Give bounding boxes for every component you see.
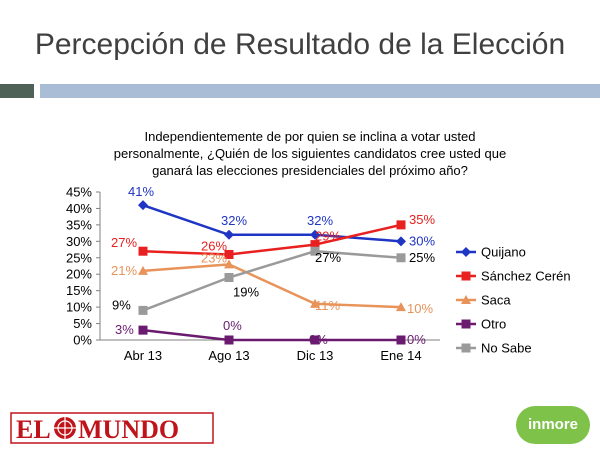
legend-marker <box>461 343 471 353</box>
y-tick-label: 15% <box>66 283 92 298</box>
y-tick-label: 20% <box>66 267 92 282</box>
svg-text:MUNDO: MUNDO <box>78 415 179 444</box>
y-tick-label: 40% <box>66 201 92 216</box>
data-label: 10% <box>407 301 433 316</box>
series-line-0 <box>142 203 402 243</box>
data-label: 32% <box>307 213 333 228</box>
series-line-3 <box>142 328 401 342</box>
x-tick-label: Dic 13 <box>297 348 334 363</box>
legend-label: Sánchez Cerén <box>481 269 571 284</box>
data-label: 29% <box>315 229 341 244</box>
data-point <box>310 240 320 250</box>
el-mundo-logo: EL MUNDO <box>10 412 214 444</box>
y-tick-label: 45% <box>66 185 92 200</box>
legend-marker <box>461 247 471 257</box>
y-tick-label: 25% <box>66 250 92 265</box>
title-rule-left <box>0 84 34 98</box>
y-tick-label: 30% <box>66 234 92 249</box>
data-point <box>310 335 320 345</box>
data-point <box>138 305 148 315</box>
data-label: 0% <box>309 332 328 347</box>
title-rule-right <box>40 84 600 98</box>
x-tick-label: Abr 13 <box>124 348 162 363</box>
legend-label: Saca <box>481 293 511 308</box>
legend-marker <box>461 295 471 304</box>
data-label: 27% <box>111 235 137 250</box>
svg-text:EL: EL <box>16 415 51 444</box>
data-point <box>396 302 406 312</box>
data-label: 0% <box>407 332 426 347</box>
data-point <box>224 335 234 345</box>
data-label: 11% <box>315 298 340 313</box>
data-point <box>224 229 234 240</box>
x-tick-label: Ene 14 <box>380 348 421 363</box>
data-point <box>224 259 234 269</box>
data-label: 30% <box>409 233 435 248</box>
data-label: 27% <box>315 250 341 265</box>
data-point <box>310 246 320 256</box>
y-tick-label: 0% <box>73 333 92 348</box>
legend-marker <box>461 319 471 329</box>
series-line-1 <box>142 223 402 256</box>
data-label: 25% <box>409 250 435 265</box>
legend-label: Otro <box>481 317 506 332</box>
data-point <box>224 273 234 283</box>
data-point <box>138 325 148 335</box>
inmore-logo: inmore <box>516 406 590 444</box>
legend-label: No Sabe <box>481 341 532 356</box>
data-label: 26% <box>201 238 227 253</box>
data-point <box>224 249 234 259</box>
data-label: 9% <box>112 297 131 312</box>
data-point <box>138 200 148 211</box>
legend-label: Quijano <box>481 245 526 260</box>
data-point <box>138 265 148 275</box>
x-tick-label: Ago 13 <box>208 348 249 363</box>
data-label: 41% <box>128 184 154 199</box>
series-line-2 <box>142 263 402 309</box>
data-point <box>396 335 406 345</box>
chart-question: Independientemente de por quien se incli… <box>113 129 507 178</box>
legend-marker <box>461 271 471 281</box>
y-tick-label: 5% <box>73 316 92 331</box>
data-label: 21% <box>111 263 137 278</box>
y-tick-label: 35% <box>66 217 92 232</box>
y-tick-label: 10% <box>66 300 92 315</box>
series-line-4 <box>142 249 402 312</box>
data-point <box>310 229 320 240</box>
data-point <box>396 253 406 263</box>
data-point <box>396 220 406 230</box>
data-point <box>396 236 406 247</box>
data-label: 32% <box>221 213 247 228</box>
data-label: 3% <box>115 322 134 337</box>
slide-title: Percepción de Resultado de la Elección <box>34 28 566 61</box>
data-label: 0% <box>223 318 242 333</box>
data-label: 35% <box>409 212 435 227</box>
data-point <box>310 298 320 308</box>
data-label: 19% <box>233 285 259 300</box>
data-label: 23% <box>201 250 227 265</box>
data-point <box>138 246 148 256</box>
